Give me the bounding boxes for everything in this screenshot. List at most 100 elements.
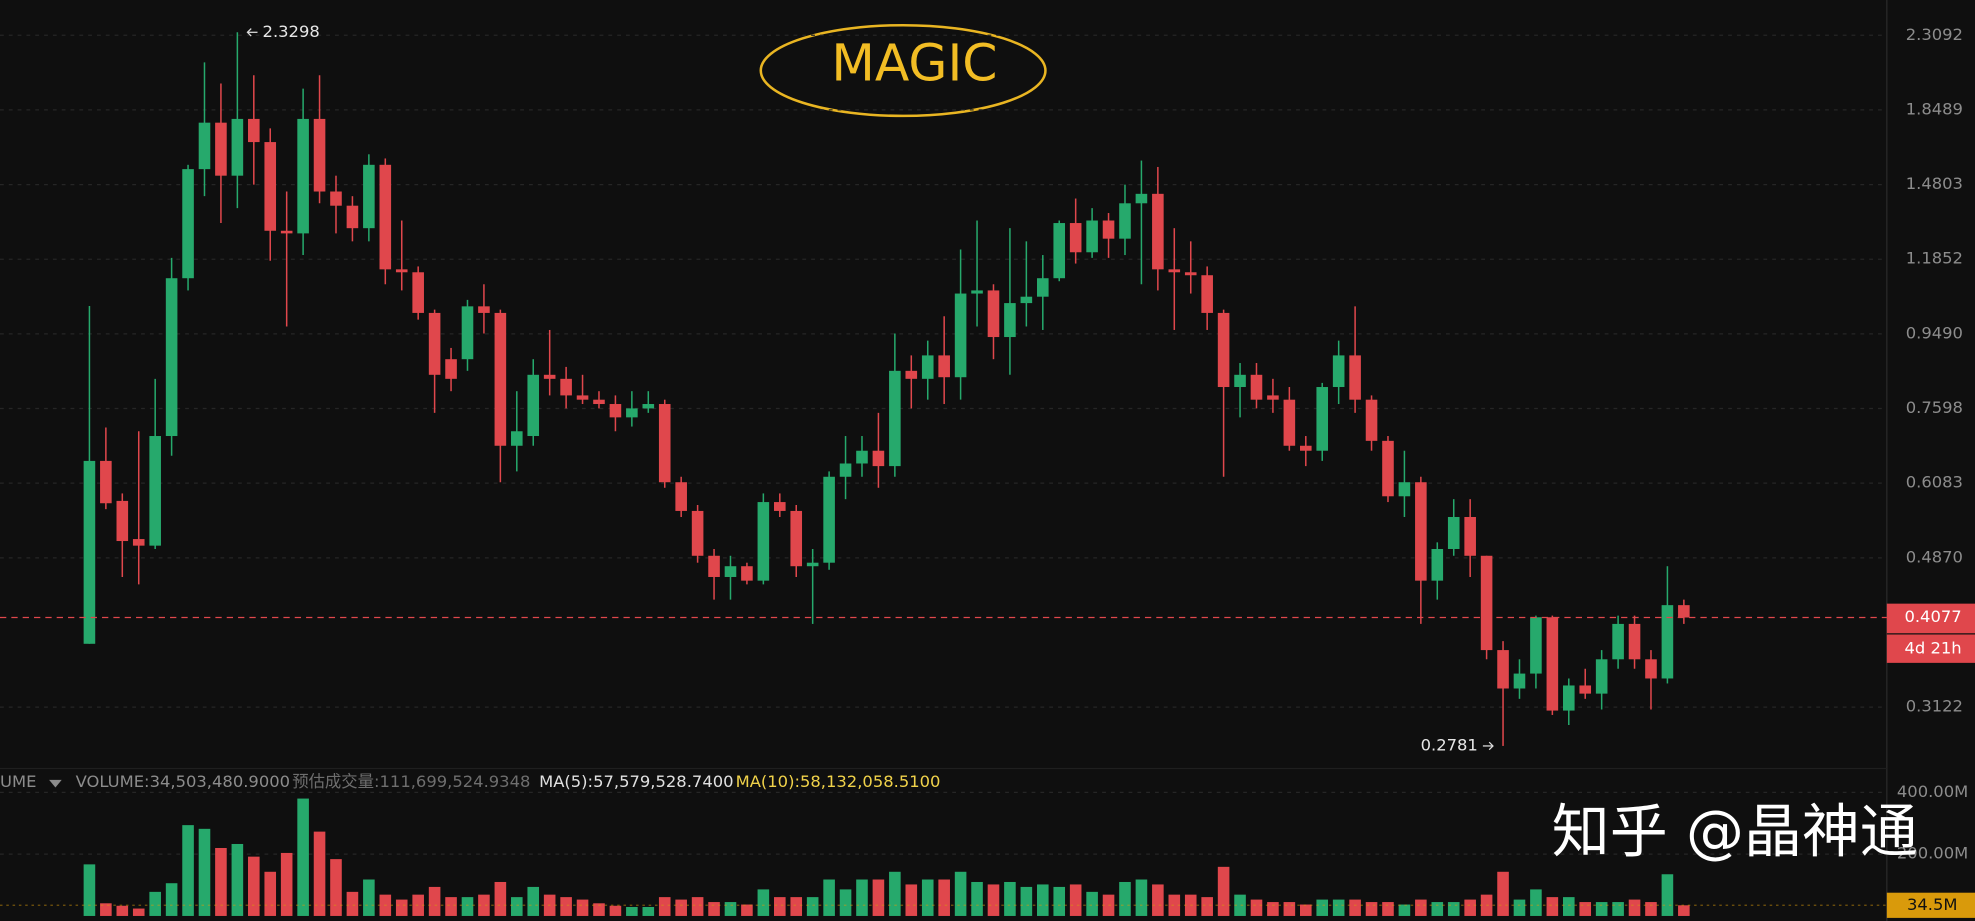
volume-current-label: 34.5M	[1907, 895, 1958, 914]
volume-bar	[165, 883, 178, 916]
volume-bar	[1595, 902, 1608, 916]
candle-body	[1382, 440, 1394, 497]
volume-bar	[445, 897, 457, 916]
volume-bar	[1086, 891, 1098, 916]
candle-body	[675, 482, 687, 511]
volume-bar	[609, 905, 622, 916]
volume-bar	[280, 852, 293, 916]
candle-body	[116, 500, 129, 542]
volume-bar	[1267, 902, 1279, 916]
candle-body	[576, 395, 589, 400]
volume-bar	[198, 828, 211, 916]
candle-body	[313, 118, 326, 192]
volume-bar	[1004, 881, 1016, 916]
max-label: 2.3298	[263, 22, 320, 41]
volume-bar	[478, 894, 490, 916]
volume-bar	[1513, 899, 1526, 916]
candle-body	[149, 436, 161, 546]
volume-bar	[1119, 881, 1131, 916]
volume-bar	[346, 891, 359, 916]
candle-body	[1234, 374, 1246, 388]
candle-body	[774, 502, 786, 511]
volume-bar	[1053, 886, 1066, 916]
candle-body	[1316, 387, 1329, 451]
candle-body	[1678, 605, 1690, 618]
arrow-head	[1488, 741, 1494, 751]
volume-bar	[626, 907, 638, 916]
volume-bar	[1135, 879, 1148, 916]
volume-bar	[1579, 902, 1592, 916]
dropdown-caret[interactable]	[49, 779, 62, 788]
volume-bar	[1168, 894, 1181, 916]
candle-body	[921, 355, 934, 379]
candle-body	[1579, 685, 1592, 694]
volume-bar	[100, 903, 112, 916]
volume-bar	[1201, 897, 1213, 916]
volume-bar	[330, 859, 342, 916]
volume-current-box	[1886, 892, 1975, 918]
volume-bar	[1250, 899, 1263, 916]
candle-body	[1283, 399, 1296, 446]
candle-body	[248, 118, 260, 143]
candle-body	[1250, 374, 1263, 400]
volume-bar	[1678, 905, 1690, 916]
candle-body	[1086, 220, 1098, 253]
volume-bar	[658, 897, 671, 916]
last-price-label: 0.4077	[1904, 607, 1961, 626]
volume-bar	[527, 886, 540, 916]
candle-body	[971, 290, 983, 294]
volume-bar	[741, 904, 753, 916]
volume-bar	[1382, 902, 1394, 916]
volume-bar	[987, 884, 1000, 916]
volume-header: VOLUME:34,503,480.9000	[76, 772, 291, 791]
volume-bar	[1332, 899, 1345, 916]
candle-body	[198, 122, 211, 170]
y-tick-label: 0.4870	[1906, 547, 1963, 566]
volume-bar	[839, 889, 852, 916]
volume-bar	[1037, 884, 1049, 916]
candle-body	[609, 404, 622, 418]
candle-body	[1447, 516, 1460, 549]
volume-bar	[806, 897, 819, 916]
candle-body	[724, 566, 737, 577]
volume-bar	[1546, 897, 1559, 916]
candle-body	[1119, 203, 1131, 239]
candle-body	[428, 312, 441, 375]
candle-body	[757, 502, 770, 581]
y-tick-label: 2.3092	[1906, 25, 1963, 44]
candle-body	[642, 404, 655, 409]
candle-body	[1562, 685, 1575, 711]
volume-bar	[116, 905, 129, 916]
volume-bar	[774, 897, 786, 916]
candle-body	[527, 374, 540, 437]
volume-bar	[1645, 902, 1657, 916]
volume-bar	[83, 864, 96, 916]
candle-body	[363, 164, 375, 229]
min-label: 0.2781	[1421, 735, 1478, 754]
candle-body	[1217, 312, 1230, 388]
candle-body	[1464, 516, 1476, 556]
candle-body	[1267, 395, 1279, 400]
volume-bar	[248, 856, 260, 916]
watermark: 知乎 @晶神通	[1552, 797, 1918, 865]
candle-body	[905, 370, 918, 379]
candle-body	[182, 169, 194, 279]
volume-bar	[1217, 866, 1230, 916]
volume-bar	[1020, 886, 1033, 916]
volume-bar	[1283, 902, 1296, 916]
volume-bar	[1365, 902, 1378, 916]
y-tick-label: 1.4803	[1906, 174, 1963, 193]
y-tick-label: 0.6083	[1906, 473, 1963, 492]
volume-bar	[1447, 902, 1460, 916]
candle-body	[494, 312, 507, 446]
candle-body	[889, 370, 901, 467]
candle-body	[83, 460, 96, 644]
volume-bar	[1398, 904, 1411, 916]
candle-body	[938, 355, 950, 378]
countdown: 4d 21h	[1904, 639, 1961, 658]
volume-bar	[182, 825, 194, 916]
candle-body	[412, 272, 424, 313]
candle-body	[297, 118, 309, 234]
volume-bar	[1661, 874, 1674, 916]
